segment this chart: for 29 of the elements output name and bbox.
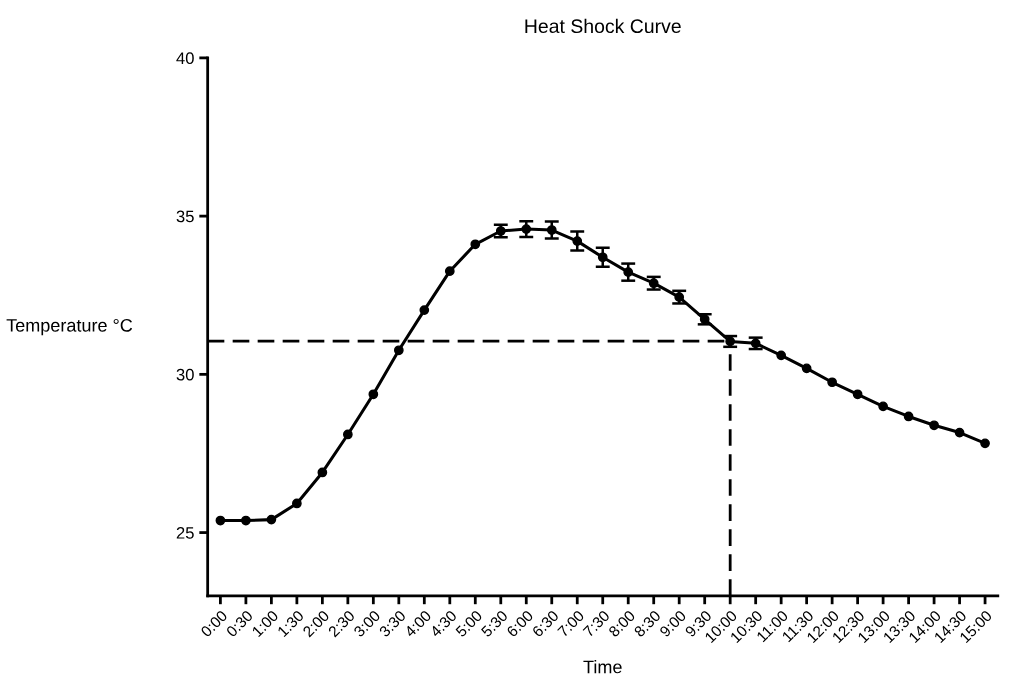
point — [903, 411, 914, 422]
point — [342, 429, 353, 440]
point — [776, 350, 787, 361]
point — [954, 427, 965, 438]
point — [266, 514, 277, 525]
point — [470, 239, 481, 250]
y-axis-title: Temperature °C — [6, 318, 133, 336]
x-tick-label: 6:00 — [506, 609, 534, 638]
point — [801, 363, 812, 374]
point — [292, 498, 302, 509]
y-tick-label: 35 — [176, 210, 194, 223]
y-tick-label: 30 — [176, 368, 194, 381]
point — [878, 401, 888, 412]
point — [215, 515, 226, 526]
y-tick-label: 25 — [176, 526, 194, 539]
y-tick-label: 40 — [176, 52, 194, 65]
point — [393, 345, 404, 356]
chart-title: Heat Shock Curve — [525, 18, 681, 34]
x-tick-label: 0:00 — [200, 609, 228, 638]
point — [368, 389, 379, 400]
point — [852, 389, 863, 400]
point — [980, 438, 990, 449]
point — [419, 305, 430, 315]
point — [444, 266, 455, 277]
point — [317, 467, 328, 478]
x-axis-title: Time — [583, 660, 622, 674]
point — [827, 377, 837, 388]
point — [241, 515, 251, 526]
point — [929, 420, 939, 431]
